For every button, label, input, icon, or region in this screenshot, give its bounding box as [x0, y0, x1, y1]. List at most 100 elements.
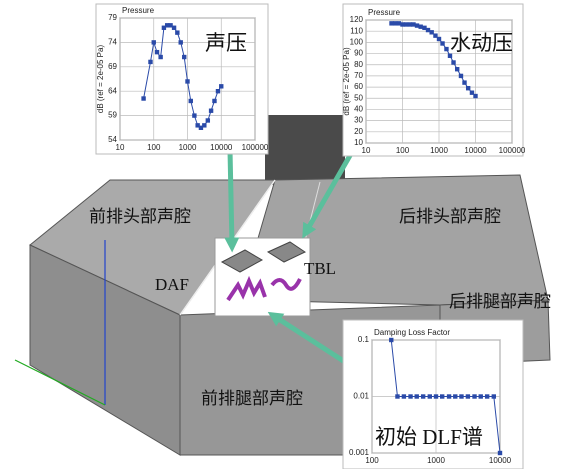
data-point	[434, 394, 438, 398]
data-point	[447, 394, 451, 398]
data-point	[498, 451, 502, 455]
y-tick-label: 100	[350, 37, 364, 46]
data-point	[428, 394, 432, 398]
y-tick-label: 110	[350, 26, 363, 35]
data-point	[158, 55, 162, 59]
data-point	[444, 47, 448, 51]
data-point	[185, 79, 189, 83]
x-tick-label: 10	[362, 146, 371, 155]
data-point	[492, 394, 496, 398]
data-point	[182, 55, 186, 59]
region-label: 前排腿部声腔	[201, 389, 303, 408]
data-point	[389, 338, 393, 342]
y-tick-label: 74	[108, 38, 117, 47]
data-point	[189, 99, 193, 103]
data-point	[415, 394, 419, 398]
y-tick-label: 90	[354, 49, 363, 58]
y-tick-label: 64	[108, 86, 117, 95]
x-tick-label: 10000	[489, 456, 512, 465]
y-tick-label: 80	[354, 60, 363, 69]
x-tick-label: 100	[147, 143, 161, 152]
arrow	[230, 150, 232, 245]
region-label: 后排腿部声腔	[449, 292, 551, 311]
y-axis-label: dB (ref = 2e-05 Pa)	[342, 47, 351, 116]
x-tick-label: 1000	[427, 456, 445, 465]
data-point	[192, 113, 196, 117]
data-point	[459, 394, 463, 398]
data-point	[152, 40, 156, 44]
x-tick-label: 1000	[179, 143, 197, 152]
y-tick-label: 70	[354, 71, 363, 80]
y-tick-label: 59	[108, 111, 117, 120]
y-tick-label: 79	[108, 13, 117, 22]
data-point	[421, 394, 425, 398]
data-point	[453, 394, 457, 398]
data-point	[175, 30, 179, 34]
data-point	[440, 394, 444, 398]
data-point	[418, 25, 422, 29]
y-tick-label: 120	[350, 15, 364, 24]
chart-title: Damping Loss Factor	[374, 328, 450, 337]
data-point	[466, 394, 470, 398]
y-tick-label: 69	[108, 62, 117, 71]
chart-title: Pressure	[122, 6, 155, 15]
data-point	[216, 89, 220, 93]
data-point	[466, 86, 470, 90]
data-point	[212, 99, 216, 103]
y-axis-label: dB (ref = 2e-05 Pa)	[96, 45, 105, 114]
data-point	[479, 394, 483, 398]
data-point	[485, 394, 489, 398]
data-point	[437, 37, 441, 41]
data-point	[404, 22, 408, 26]
x-tick-label: 100	[365, 456, 379, 465]
y-tick-label: 54	[108, 135, 117, 144]
load-label: TBL	[304, 259, 336, 278]
y-tick-label: 10	[354, 138, 363, 147]
data-point	[429, 30, 433, 34]
x-tick-label: 1000	[430, 146, 448, 155]
page: 前排头部声腔 后排头部声腔 后排腿部声腔 前排腿部声腔 DAF TBL 1010…	[0, 0, 573, 469]
load-icon	[215, 238, 310, 316]
data-point	[172, 26, 176, 30]
y-tick-label: 30	[354, 116, 363, 125]
y-tick-label: 20	[354, 127, 363, 136]
x-tick-label: 10	[116, 143, 125, 152]
data-point	[472, 394, 476, 398]
data-point	[408, 394, 412, 398]
back-block	[265, 115, 345, 185]
data-point	[393, 21, 397, 25]
data-point	[459, 74, 463, 78]
y-tick-label: 60	[354, 82, 363, 91]
region-label: 前排头部声腔	[89, 207, 191, 226]
data-point	[155, 50, 159, 54]
x-tick-label: 100000	[499, 146, 526, 155]
data-point	[202, 123, 206, 127]
data-point	[209, 109, 213, 113]
y-tick-label: 50	[354, 93, 363, 102]
data-point	[451, 60, 455, 64]
data-point	[440, 41, 444, 45]
data-point	[473, 94, 477, 98]
data-point	[462, 80, 466, 84]
chart-annotation: 初始 DLF谱	[375, 425, 483, 449]
chart-annotation: 声压	[205, 31, 247, 55]
x-tick-label: 100000	[242, 143, 269, 152]
x-tick-label: 100	[396, 146, 410, 155]
data-point	[402, 394, 406, 398]
load-label: DAF	[155, 275, 189, 294]
data-point	[455, 67, 459, 71]
chart: 10 100 1000 10000 100000 54 59 64 69 74 79 Pressure…	[96, 4, 269, 154]
x-tick-label: 10000	[210, 143, 233, 152]
data-point	[148, 60, 152, 64]
chart-title: Pressure	[368, 8, 401, 17]
data-point	[179, 40, 183, 44]
data-point	[141, 96, 145, 100]
region-label: 后排头部声腔	[399, 207, 501, 226]
y-tick-label: 0.001	[349, 448, 370, 457]
data-point	[395, 394, 399, 398]
x-tick-label: 10000	[464, 146, 487, 155]
y-tick-label: 0.01	[353, 392, 369, 401]
data-point	[206, 118, 210, 122]
